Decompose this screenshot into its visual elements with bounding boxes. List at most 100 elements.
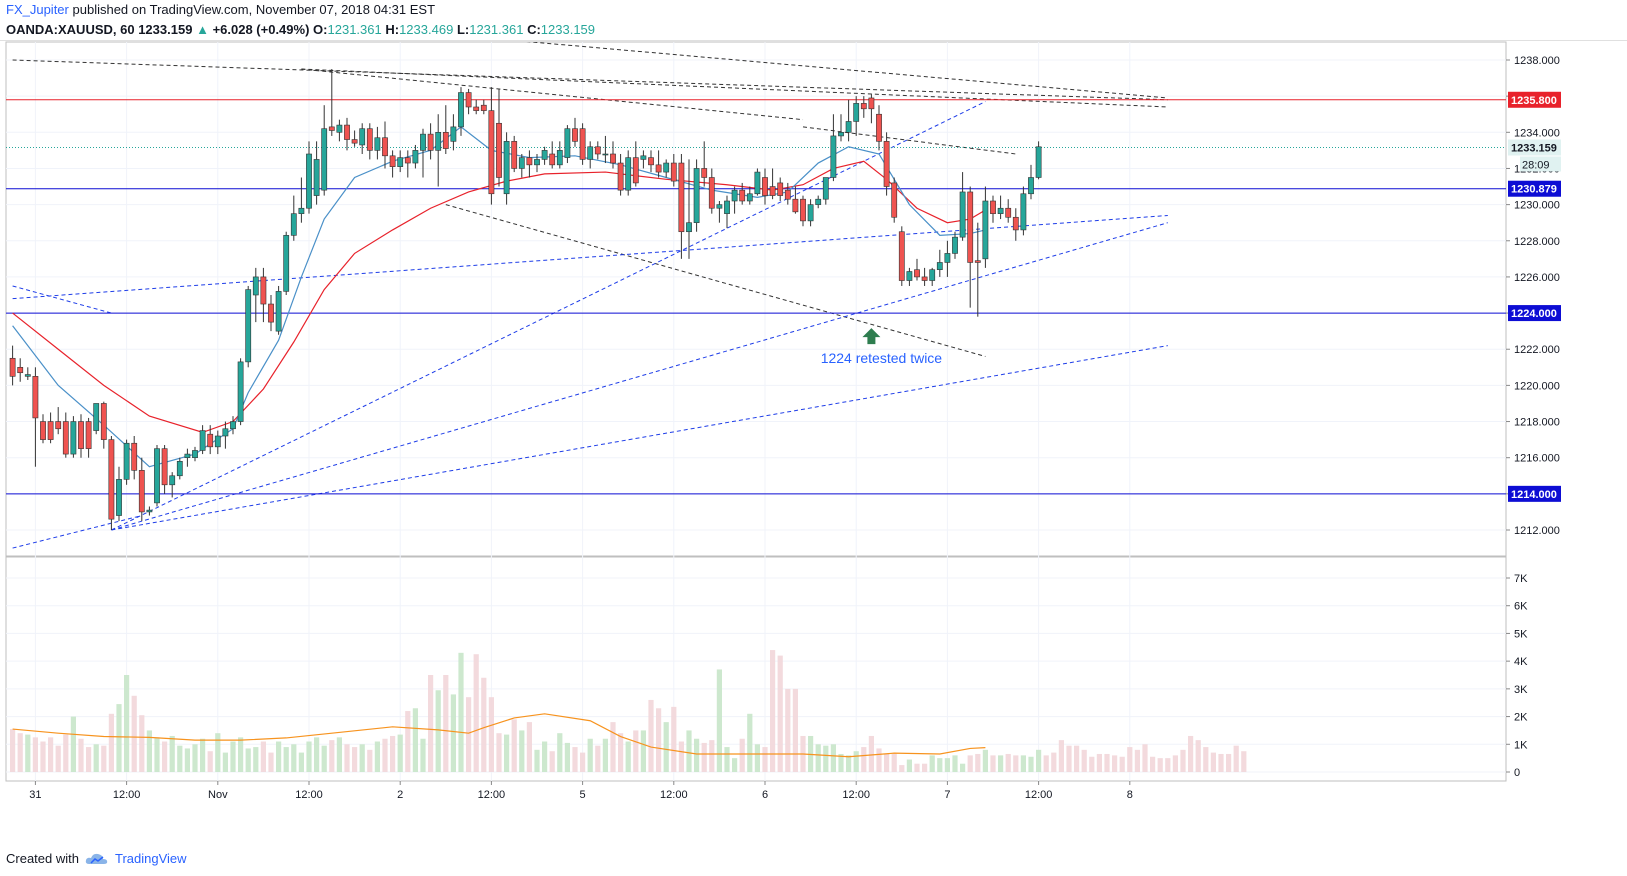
candle-body — [541, 150, 548, 160]
candle-body — [146, 509, 153, 513]
candle — [24, 367, 31, 380]
candle — [815, 195, 822, 209]
candle-body — [47, 421, 54, 440]
candle-body — [359, 128, 366, 146]
candle — [602, 135, 609, 164]
candle-body — [587, 146, 594, 160]
candle-body — [891, 182, 898, 218]
volume-bar — [1112, 755, 1118, 772]
volume-bar — [1013, 755, 1019, 772]
volume-bar — [625, 741, 631, 772]
candle — [382, 121, 388, 169]
candle-body — [389, 155, 396, 167]
candle — [822, 177, 829, 205]
candle — [914, 258, 920, 281]
candle-body — [944, 253, 951, 263]
candle — [579, 123, 586, 165]
candle — [663, 159, 670, 178]
volume-bar — [55, 745, 61, 772]
volume-pane-frame — [5, 556, 1507, 782]
candle — [32, 367, 39, 467]
candle — [336, 119, 343, 142]
candle-body — [648, 157, 654, 166]
candle — [389, 150, 396, 178]
volume-bar — [1150, 756, 1156, 772]
time-tick-label: 2 — [397, 789, 403, 801]
trend-black-5 — [802, 126, 1016, 155]
volume-bar — [580, 752, 586, 772]
volume-bar — [975, 753, 981, 772]
volume-bar — [443, 675, 449, 772]
candle-body — [321, 128, 328, 191]
candle — [85, 417, 92, 458]
candle — [731, 186, 738, 214]
candle-body — [936, 262, 943, 270]
time-tick-label: 12:00 — [113, 789, 141, 801]
candle — [754, 168, 761, 196]
candle-body — [184, 453, 191, 458]
author-link[interactable]: FX_Jupiter — [6, 2, 69, 17]
candle-body — [138, 470, 145, 513]
candle — [313, 141, 320, 205]
candle — [959, 172, 966, 241]
candle — [78, 414, 84, 458]
candle-body — [480, 104, 487, 111]
candle — [534, 154, 540, 173]
last-price: 1233.159 — [138, 22, 193, 37]
volume-bar — [542, 741, 548, 772]
candle — [541, 146, 548, 165]
candle — [351, 130, 358, 147]
price-tick-label: 1234.000 — [1514, 127, 1560, 139]
candle-body — [830, 135, 837, 178]
candle-body — [617, 162, 624, 191]
candle-body — [594, 146, 601, 155]
time-tick-label: 31 — [29, 789, 41, 801]
volume-bar — [344, 744, 350, 772]
volume-tick-label: 2K — [1514, 712, 1528, 724]
open-label: O: — [313, 22, 328, 37]
volume-bar — [602, 738, 608, 772]
candle-body — [967, 191, 974, 263]
horizontal-levels — [6, 99, 1506, 495]
volume-bar — [1172, 755, 1178, 772]
candle — [518, 154, 525, 178]
candle — [176, 457, 183, 480]
level-label: 1224.000 — [1511, 308, 1557, 320]
candle-body — [1020, 193, 1027, 231]
candle-body — [990, 200, 996, 214]
candle-body — [9, 357, 16, 377]
candle — [640, 150, 647, 169]
price-tick-label: 1218.000 — [1514, 417, 1560, 429]
candle — [62, 412, 69, 458]
candle-body — [62, 421, 69, 455]
candle — [458, 87, 464, 136]
volume-bar — [671, 706, 677, 772]
volume-bar — [610, 722, 616, 772]
candle-body — [868, 97, 875, 110]
volume-bar — [124, 675, 130, 772]
candle-body — [397, 157, 404, 167]
volume-bar — [63, 734, 69, 772]
volume-bar — [169, 735, 175, 772]
candle-body — [161, 448, 168, 486]
candle — [450, 114, 457, 151]
volume-bar — [694, 738, 700, 772]
volume-bar — [1180, 749, 1186, 772]
volume-bar — [929, 755, 935, 772]
brand-link[interactable]: TradingView — [114, 851, 187, 866]
volume-bar — [435, 690, 441, 772]
volume-bar — [511, 719, 517, 772]
symbol-name[interactable]: OANDA:XAUUSD, 60 — [6, 22, 135, 37]
volume-bar — [359, 744, 365, 772]
last-price-label: 1233.159 — [1511, 143, 1557, 155]
volume-bar — [352, 747, 358, 772]
candle-body — [739, 189, 746, 202]
candle-body — [997, 207, 1004, 214]
candle — [260, 267, 267, 323]
volume-tick-label: 5K — [1514, 628, 1528, 640]
candle — [40, 414, 46, 444]
candle — [435, 114, 442, 187]
candle — [100, 401, 107, 449]
change-value: +6.028 (+0.49%) — [212, 22, 310, 37]
